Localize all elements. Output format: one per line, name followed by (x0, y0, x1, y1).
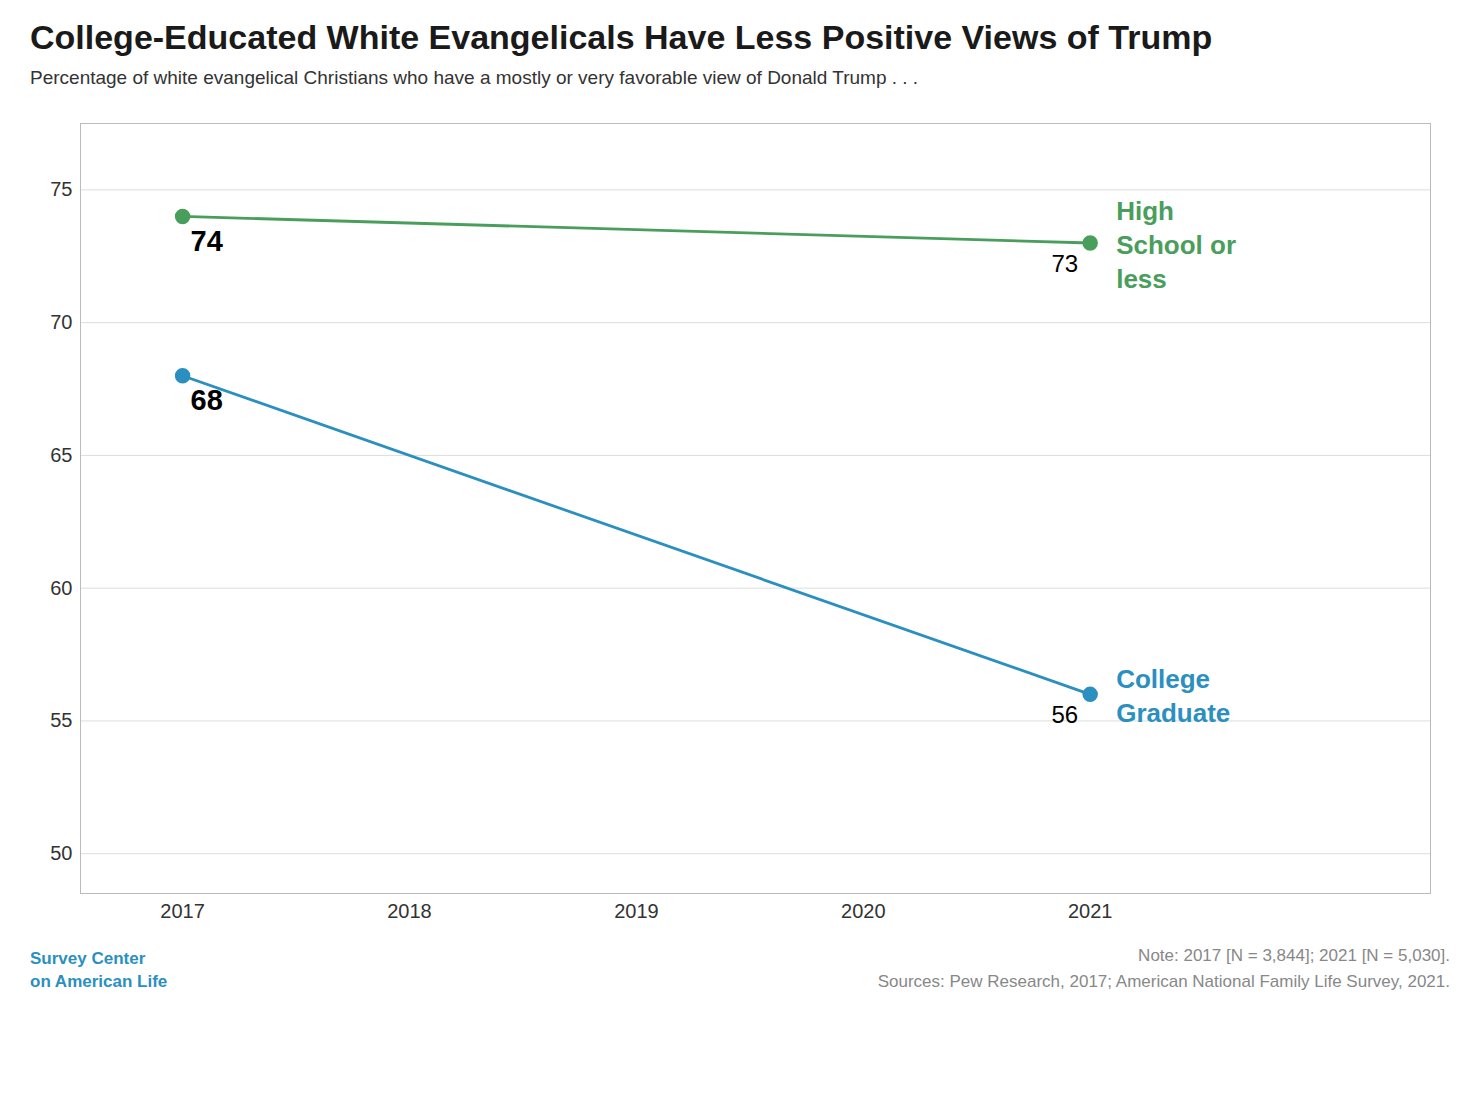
svg-text:2018: 2018 (387, 900, 432, 922)
svg-text:CollegeGraduate: CollegeGraduate (1116, 664, 1230, 728)
svg-text:2017: 2017 (160, 900, 205, 922)
html-text:Sources: Pew Research, 2017; A: Sources: Pew Research, 2017; American Na… (877, 971, 1450, 991)
svg-text:2020: 2020 (841, 900, 886, 922)
svg-text:50: 50 (50, 842, 72, 864)
svg-text:55: 55 (50, 709, 72, 731)
svg-text:65: 65 (50, 444, 72, 466)
html-text:Survey Center: Survey Center (30, 949, 146, 969)
svg-text:2021: 2021 (1068, 900, 1113, 922)
svg-text:56: 56 (1051, 701, 1078, 728)
html-text:Note: 2017 [N = 3,844]; 2021 [: Note: 2017 [N = 3,844]; 2021 [N = 5,030]… (1138, 946, 1450, 965)
svg-text:2019: 2019 (614, 900, 659, 922)
svg-text:70: 70 (50, 311, 72, 333)
svg-text:73: 73 (1051, 250, 1078, 277)
svg-text:HighSchool orless: HighSchool orless (1116, 196, 1236, 294)
svg-text:75: 75 (50, 178, 72, 200)
html-text:College-Educated White Evangel: College-Educated White Evangelicals Have… (30, 18, 1213, 56)
svg-text:74: 74 (191, 225, 223, 257)
html-text:Percentage of white evangelica: Percentage of white evangelical Christia… (30, 67, 919, 88)
svg-text:68: 68 (191, 384, 223, 416)
html-text:on American Life: on American Life (30, 972, 168, 992)
svg-text:60: 60 (50, 577, 72, 599)
